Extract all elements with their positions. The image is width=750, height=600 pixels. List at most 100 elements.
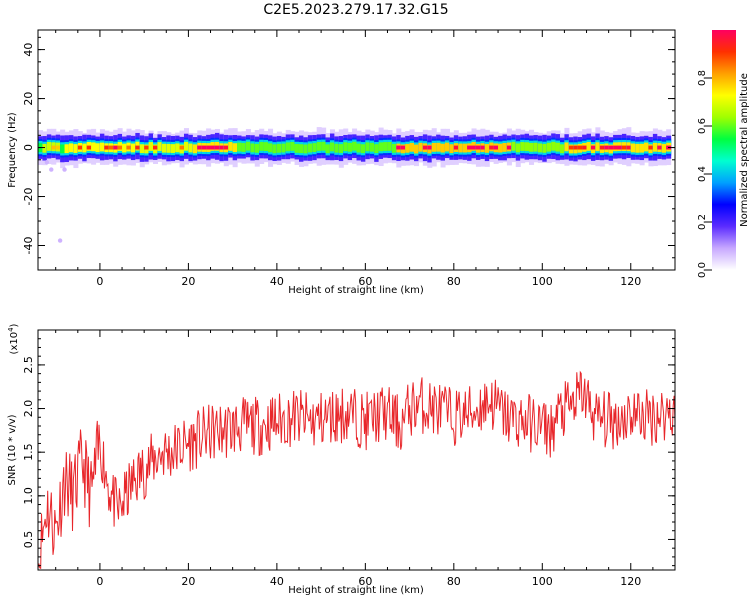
heatmap-cell xyxy=(586,142,592,151)
spectrogram-y-tick-label: 40 xyxy=(22,43,35,57)
heatmap-cell xyxy=(82,143,88,153)
heatmap-cell xyxy=(462,143,468,153)
heatmap-hotspot xyxy=(582,145,588,150)
heatmap-cell xyxy=(498,143,504,153)
heatmap-cell xyxy=(237,142,243,152)
snr-y-tick-label: 2.0 xyxy=(22,400,35,418)
heatmap-speckle xyxy=(44,160,50,165)
spectrogram-frame xyxy=(37,29,676,271)
heatmap-cell xyxy=(639,143,645,153)
snr-y-tick-label: 0.5 xyxy=(22,531,35,549)
spectrogram-x-tick-label: 20 xyxy=(181,275,195,288)
heatmap-cell xyxy=(232,143,238,153)
heatmap-speckle xyxy=(62,167,67,172)
colorbar-ticks: 0.0 0.2 0.4 0.6 0.8 xyxy=(697,70,712,278)
heatmap-hotspot xyxy=(577,145,583,150)
heatmap-cell xyxy=(533,142,539,152)
heatmap-hotspot xyxy=(77,145,83,150)
heatmap-cell xyxy=(356,143,362,153)
heatmap-hotspot xyxy=(489,145,495,150)
heatmap-hotspot xyxy=(657,145,663,150)
heatmap-cell xyxy=(418,142,424,152)
heatmap-hotspot xyxy=(590,145,596,150)
heatmap-hotspot xyxy=(621,145,627,150)
snr-x-tick-label: 0 xyxy=(96,575,103,588)
colorbar xyxy=(712,30,736,270)
heatmap-cell xyxy=(347,142,353,152)
heatmap-cell xyxy=(272,144,278,154)
snr-series-line xyxy=(37,370,676,570)
heatmap-cell xyxy=(338,144,344,153)
heatmap-cell xyxy=(484,143,490,153)
heatmap-cell xyxy=(374,144,380,154)
heatmap-cell xyxy=(630,143,636,153)
spectrogram-y-tick-label: 20 xyxy=(22,92,35,106)
heatmap-hotspot xyxy=(471,145,477,150)
spectrogram-y-tick-label: -40 xyxy=(22,237,35,255)
heatmap-cell xyxy=(276,143,282,153)
heatmap-cell xyxy=(91,142,97,152)
heatmap-cell xyxy=(254,143,260,153)
spectrogram-y-ticks: -40 -20 0 20 40 xyxy=(22,36,675,271)
spectrogram-x-tick-label: 60 xyxy=(358,275,372,288)
heatmap-cell xyxy=(537,143,543,153)
heatmap-cell xyxy=(294,143,300,153)
heatmap-cell xyxy=(175,143,181,153)
heatmap-hotspot xyxy=(608,145,614,150)
heatmap-cell xyxy=(312,143,318,152)
spectrogram-heatmap xyxy=(38,127,672,243)
heatmap-hotspot xyxy=(626,145,632,150)
heatmap-cell xyxy=(188,143,194,153)
heatmap-hotspot xyxy=(400,145,406,150)
heatmap-cell xyxy=(303,144,309,154)
heatmap-cell xyxy=(228,142,234,151)
page-title: C2E5.2023.279.17.32.G15 xyxy=(263,2,448,18)
heatmap-cell xyxy=(449,144,455,154)
heatmap-cell xyxy=(290,141,296,151)
heatmap-cell xyxy=(542,143,548,153)
heatmap-cell xyxy=(387,142,393,151)
heatmap-cell xyxy=(458,143,464,153)
heatmap-hotspot xyxy=(613,145,619,150)
spectrogram-y-tick-label: 0 xyxy=(22,144,35,151)
heatmap-cell xyxy=(325,144,331,154)
heatmap-cell xyxy=(73,144,79,153)
snr-x-tick-label: 120 xyxy=(620,575,641,588)
heatmap-hotspot xyxy=(396,145,402,150)
heatmap-hotspot xyxy=(573,145,579,150)
heatmap-cell xyxy=(555,142,561,152)
snr-x-tick-label: 80 xyxy=(447,575,461,588)
heatmap-cell xyxy=(321,141,327,151)
colorbar-label: Normalized spectral amplitude xyxy=(739,73,750,227)
heatmap-cell xyxy=(343,142,349,152)
heatmap-cell xyxy=(502,142,508,152)
heatmap-cell xyxy=(365,142,371,152)
spectrogram-x-ticks: 0 20 40 60 80 100 120 xyxy=(55,30,676,288)
snr-x-axis-label: Height of straight line (km) xyxy=(288,585,424,596)
heatmap-cell xyxy=(139,144,145,154)
heatmap-cell xyxy=(64,144,70,154)
heatmap-cell xyxy=(661,143,667,153)
heatmap-cell xyxy=(42,143,48,153)
heatmap-hotspot xyxy=(113,145,119,150)
heatmap-hotspot xyxy=(475,145,481,150)
heatmap-cell xyxy=(307,143,313,153)
heatmap-cell xyxy=(241,143,247,152)
heatmap-cell xyxy=(166,143,172,153)
colorbar-tick-label: 0.6 xyxy=(697,118,708,134)
heatmap-cell xyxy=(511,141,517,151)
heatmap-hotspot xyxy=(599,145,605,150)
heatmap-cell xyxy=(546,142,552,152)
heatmap-hotspot xyxy=(427,145,433,150)
heatmap-cell xyxy=(440,143,446,153)
snr-y-multiplier: (x104) xyxy=(7,323,20,354)
spectrogram-x-tick-label: 80 xyxy=(447,275,461,288)
heatmap-hotspot xyxy=(467,145,473,150)
snr-x-ticks: 0 20 40 60 80 100 120 xyxy=(55,330,676,588)
snr-y-tick-label: 1.5 xyxy=(22,443,35,461)
heatmap-cell xyxy=(99,142,105,152)
heatmap-hotspot xyxy=(453,145,459,150)
heatmap-hotspot xyxy=(51,145,57,150)
